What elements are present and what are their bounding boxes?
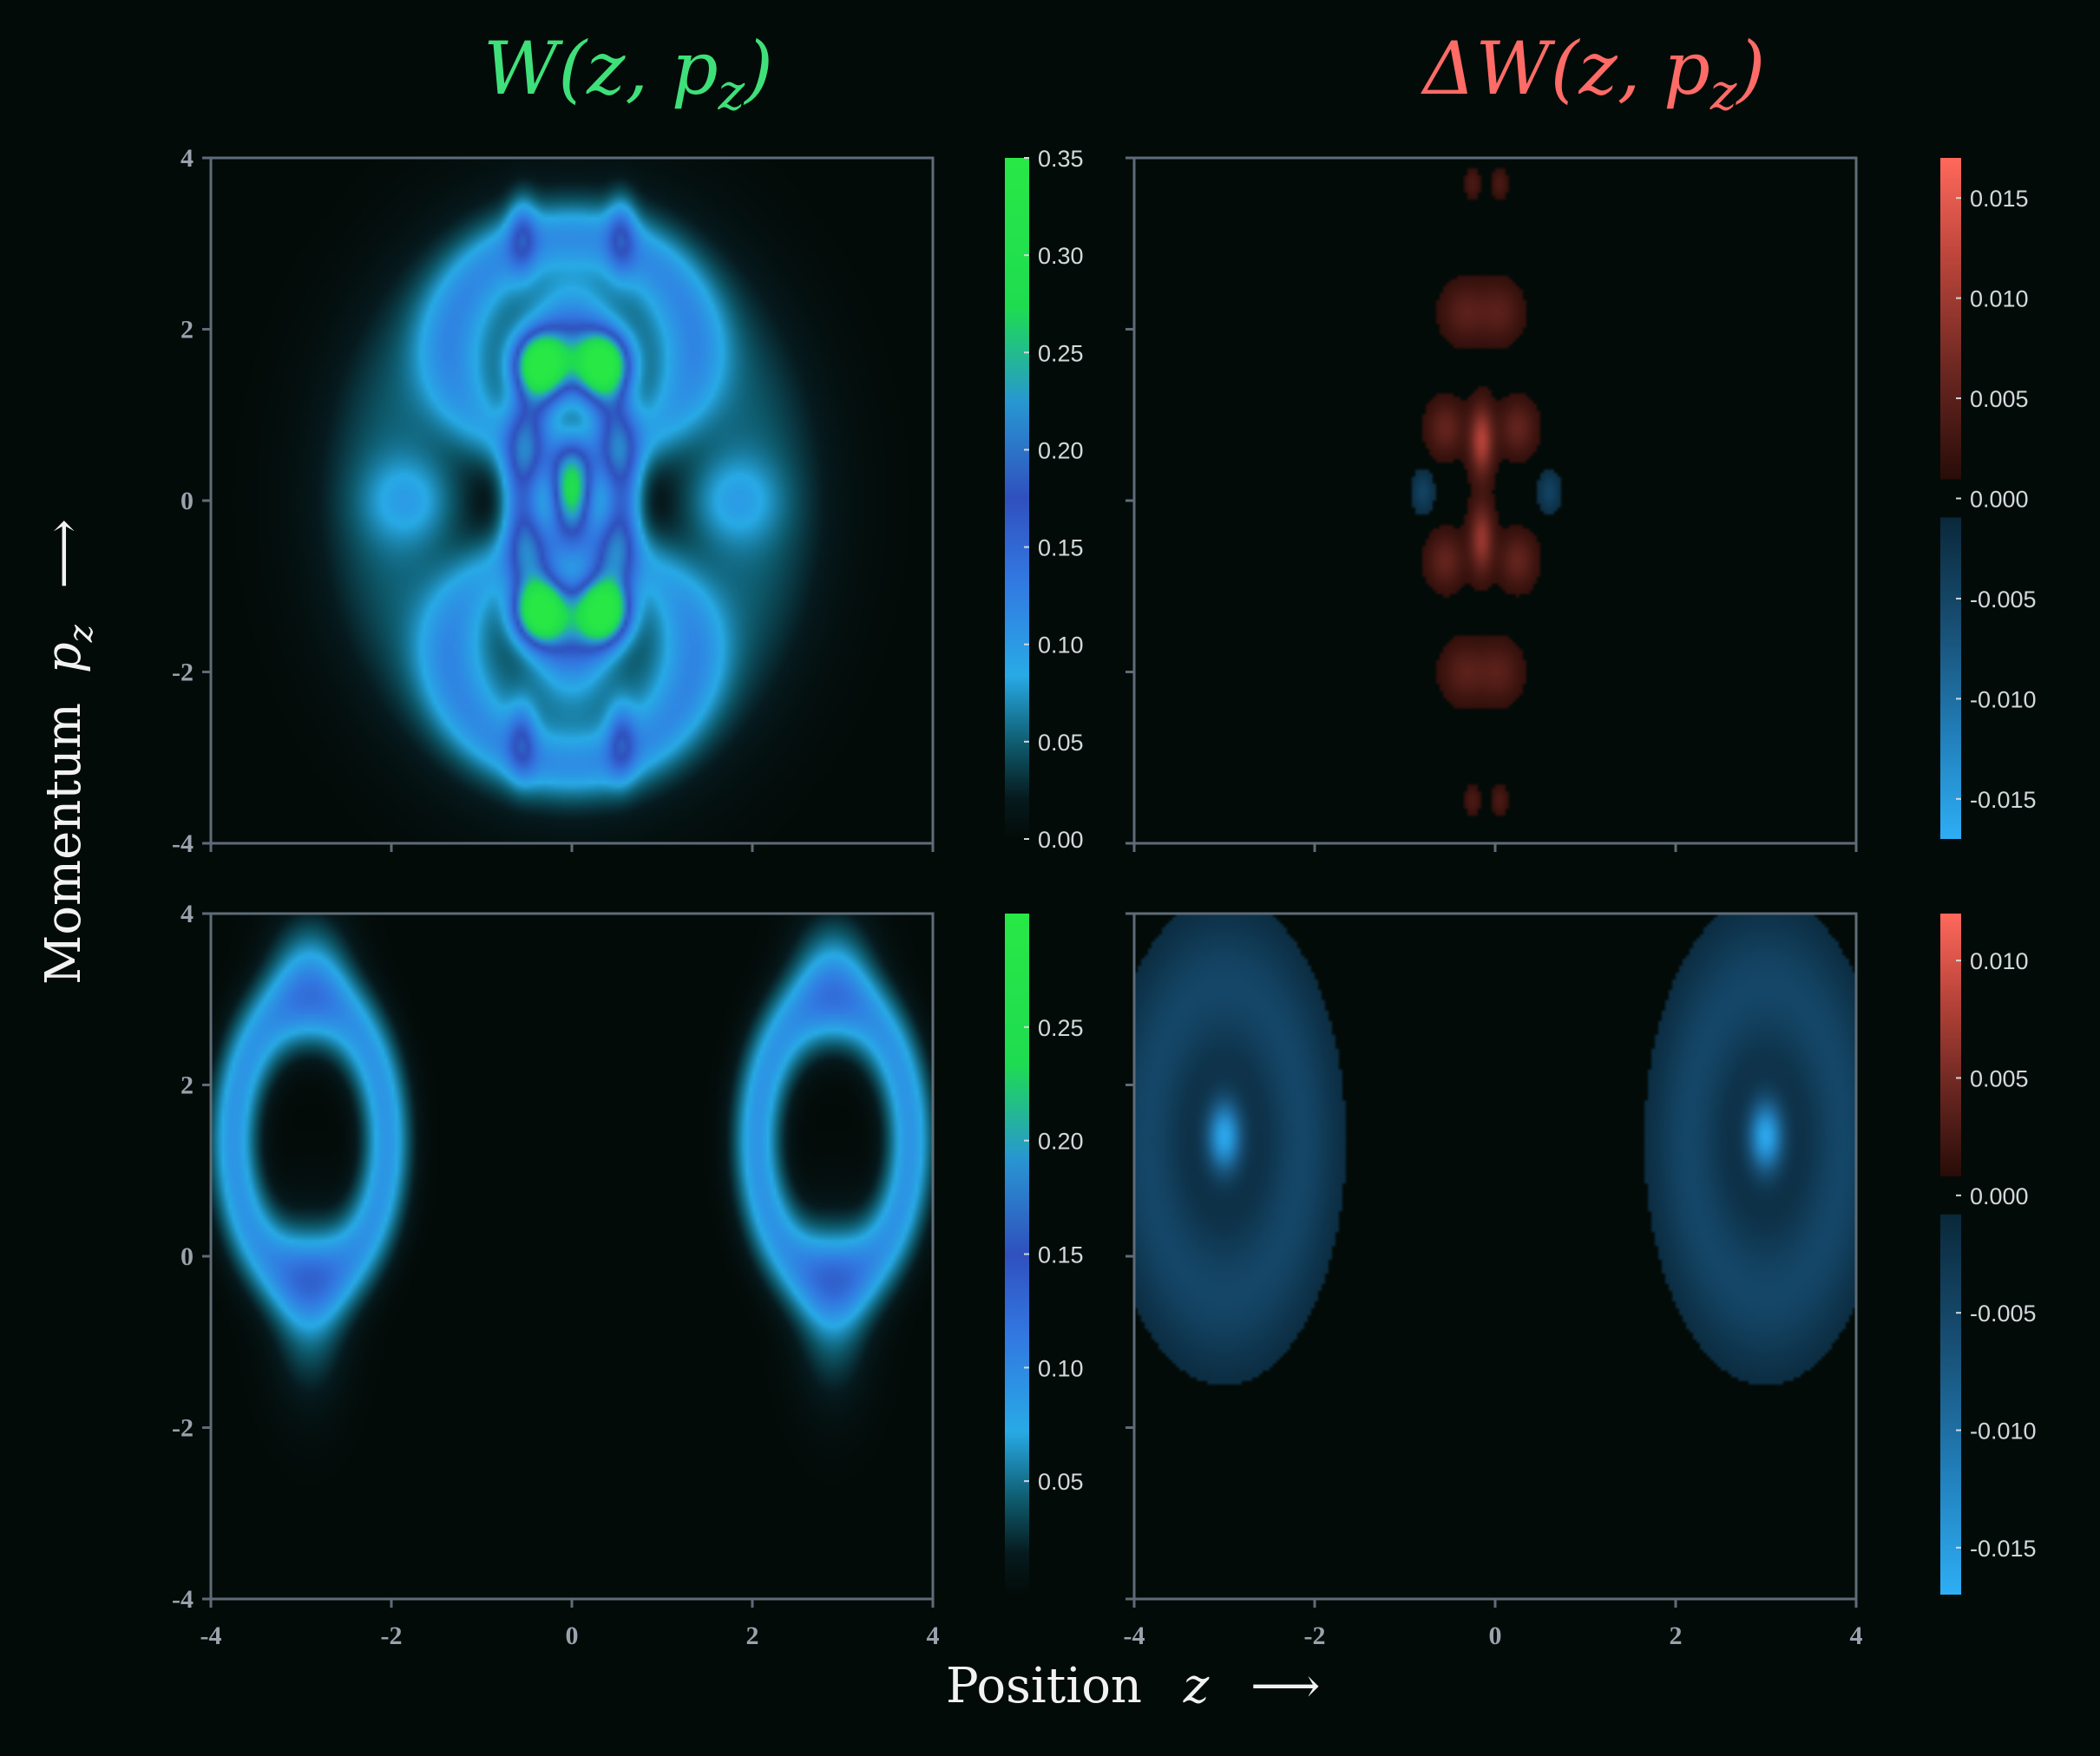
colorbar-tick-label: -0.005 xyxy=(1970,586,2037,613)
y-tick-label: 0 xyxy=(180,1242,194,1271)
colorbar-tick-label: 0.15 xyxy=(1038,1242,1084,1268)
colorbar-tick-label: 0.15 xyxy=(1038,535,1084,561)
colorbar-tick-label: -0.005 xyxy=(1970,1301,2037,1327)
colorbar-tick-label: 0.25 xyxy=(1038,340,1084,366)
colorbar: 0.00 0.05 0.10 0.15 0.20 0.25 0.30 0.35 xyxy=(1005,146,1084,853)
colorbar-tick-label: 0.10 xyxy=(1038,1355,1084,1381)
y-tick-label: -4 xyxy=(172,829,194,858)
x-tick-label: 2 xyxy=(1670,1622,1683,1650)
colorbar: 0.010 0.005 0.000 -0.005 -0.010 -0.015 xyxy=(1940,914,2037,1595)
y-axis-subscript: z xyxy=(62,624,100,643)
colorbar-negative xyxy=(1940,517,1961,839)
y-tick-label: -2 xyxy=(172,658,194,687)
heatmap-image xyxy=(211,914,933,1599)
colorbar-tick-label: -0.010 xyxy=(1970,1419,2037,1445)
y-tick-label: 0 xyxy=(180,487,194,515)
y-axis-symbol: p xyxy=(36,642,92,673)
colorbar-tick-label: 0.010 xyxy=(1970,286,2029,312)
x-tick-label: -2 xyxy=(1304,1622,1326,1650)
x-tick-label: 2 xyxy=(746,1622,759,1650)
colorbar-tick-label: 0.20 xyxy=(1038,437,1084,463)
colorbar-tick-label: 0.05 xyxy=(1038,1469,1084,1495)
colorbar-tick-label: 0.000 xyxy=(1970,487,2029,513)
colorbar-tick-label: 0.005 xyxy=(1970,386,2029,412)
y-axis-label-text: Momentum xyxy=(36,703,92,985)
colorbar-tick-label: 0.000 xyxy=(1970,1183,2029,1209)
x-tick-label: 4 xyxy=(1850,1622,1863,1650)
y-tick-label: 4 xyxy=(180,144,194,173)
x-axis-arrow: ⟶ xyxy=(1250,1658,1320,1714)
colorbar-tick-label: 0.25 xyxy=(1038,1015,1084,1041)
colorbar-tick-label: 0.00 xyxy=(1038,827,1084,853)
colorbar-tick-label: 0.005 xyxy=(1970,1065,2029,1091)
x-tick-label: -4 xyxy=(1124,1622,1145,1650)
colorbar-tick-label: 0.35 xyxy=(1038,146,1084,172)
y-tick-label: -2 xyxy=(172,1414,194,1443)
panel-W-top: -4 -2 0 2 4 0.00 0.05 0.10 0.15 0.20 0.25 0.30 0.35 xyxy=(172,144,1084,858)
svg-text:Momentum pz ⟶: Momentum pz ⟶ xyxy=(36,519,104,985)
x-axis-symbol: z xyxy=(1183,1658,1210,1714)
colorbar-tick-label: 0.30 xyxy=(1038,243,1084,269)
x-tick-label: 4 xyxy=(927,1622,940,1650)
colorbar-tick-label: 0.10 xyxy=(1038,632,1084,658)
heatmap-image xyxy=(1134,914,1856,1599)
colorbar-tick-label: 0.05 xyxy=(1038,730,1084,756)
x-tick-label: -4 xyxy=(200,1622,222,1650)
y-tick-label: -4 xyxy=(172,1585,194,1614)
y-tick-label: 4 xyxy=(180,900,194,928)
y-tick-label: 2 xyxy=(180,1071,194,1100)
colorbar: 0.015 0.010 0.005 0.000 -0.005 -0.010 -0.015 xyxy=(1940,158,2037,839)
x-axis-label: Position z ⟶ xyxy=(946,1658,1320,1714)
x-axis-label-text: Position xyxy=(946,1658,1142,1714)
colorbar-tick-label: -0.015 xyxy=(1970,787,2037,813)
panel-delta-W-top: 0.015 0.010 0.005 0.000 -0.005 -0.010 -0.015 xyxy=(1125,156,2037,852)
x-tick-label: -2 xyxy=(381,1622,403,1650)
colorbar-tick-label: 0.015 xyxy=(1970,186,2029,212)
colorbar: 0.05 0.10 0.15 0.20 0.25 xyxy=(1005,914,1084,1595)
colorbar-negative xyxy=(1940,1214,1961,1595)
colorbar-tick-label: -0.015 xyxy=(1970,1536,2037,1562)
colorbar-tick-label: 0.010 xyxy=(1970,948,2029,974)
y-axis-label: Momentum pz ⟶ xyxy=(36,519,104,985)
title-W: W(z, pz) xyxy=(483,26,773,121)
colorbar-positive xyxy=(1940,158,1961,480)
title-delta-W: ΔW(z, pz) xyxy=(1421,26,1766,121)
panel-W-bottom: -4 -2 0 2 4 -4 -2 0 2 4 0.05 0.10 0.15 0.20 0.25 xyxy=(172,900,1084,1650)
colorbar-tick-label: -0.010 xyxy=(1970,686,2037,712)
colorbar-positive xyxy=(1940,914,1961,1176)
heatmap-image xyxy=(211,158,933,843)
y-tick-label: 2 xyxy=(180,316,194,344)
y-axis-arrow: ⟶ xyxy=(36,519,92,588)
x-tick-label: 0 xyxy=(566,1622,579,1650)
colorbar-bar xyxy=(1005,158,1029,839)
colorbar-tick-label: 0.20 xyxy=(1038,1129,1084,1155)
heatmap-image xyxy=(1134,158,1856,843)
panel-delta-W-bottom: -4 -2 0 2 4 0.010 0.005 0.000 -0.005 -0.010 -0.015 xyxy=(1124,912,2037,1650)
x-tick-label: 0 xyxy=(1489,1622,1502,1650)
